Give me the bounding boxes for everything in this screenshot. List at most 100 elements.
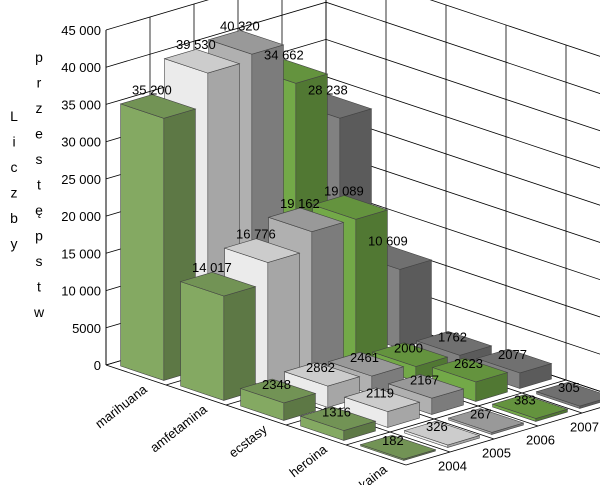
bar-top-face <box>179 271 257 297</box>
data-label: 34 662 <box>264 47 304 62</box>
category-label: heroina <box>286 441 330 480</box>
category-label: kokaina <box>345 461 390 485</box>
y-tick-label: 40 000 <box>61 60 101 75</box>
bar-side-face <box>311 221 344 375</box>
data-label: 2348 <box>262 377 291 392</box>
data-label: 2000 <box>394 341 423 356</box>
data-label: 10 609 <box>368 234 408 249</box>
y-tick-label: 35 000 <box>61 97 101 112</box>
bar-top-face <box>267 207 345 233</box>
data-label: 305 <box>558 380 580 395</box>
bar-front-face <box>120 103 165 381</box>
y-axis-label-char: s <box>36 151 43 167</box>
bar-top-face <box>415 331 493 356</box>
data-label: 2623 <box>454 356 483 371</box>
y-tick-label: 0 <box>94 358 101 373</box>
bar-top-face <box>359 434 437 460</box>
data-label: 28 238 <box>308 82 348 97</box>
category-label: amfetamina <box>147 401 210 455</box>
data-label: 1762 <box>438 329 467 344</box>
bar-top-face <box>163 48 241 74</box>
y-axis-label-char: w <box>33 304 45 320</box>
floor-grid-line <box>105 364 407 466</box>
bar-top-face <box>327 351 405 377</box>
y-tick-label: 30 000 <box>61 135 101 150</box>
bar-top-face <box>475 348 553 374</box>
horizontal-grid-line <box>105 0 600 57</box>
bar-kokaina-2008 <box>535 381 600 409</box>
data-label: 35 200 <box>132 82 172 97</box>
data-label: 16 776 <box>236 227 276 242</box>
bar-top-face <box>431 357 509 383</box>
bar-top-face <box>283 361 361 387</box>
bar-kokaina-2007 <box>491 394 569 422</box>
y-axis-label-char: t <box>37 279 41 295</box>
bar-side-face <box>223 286 256 401</box>
bar-top-face <box>207 30 285 55</box>
bar-top-face <box>535 381 600 407</box>
floor-grid-line <box>345 379 567 446</box>
series-label: 2005 <box>482 446 511 461</box>
horizontal-grid-line <box>105 1 600 94</box>
bar-heroina-2004 <box>299 406 377 441</box>
y-axis-label-char: e <box>35 126 43 142</box>
bar-top-face <box>223 238 301 263</box>
bar-side-face <box>267 252 300 388</box>
data-label: 1316 <box>322 405 351 420</box>
data-label: 39 530 <box>176 37 216 52</box>
bar-top-face <box>371 342 449 367</box>
bar-side-face <box>399 259 432 349</box>
y-axis-label-char: c <box>11 159 18 175</box>
bars <box>119 30 600 461</box>
y-axis-ticks: 0 5000 10 000 15 000 20 000 25 000 30 000 35 00… <box>61 23 101 373</box>
series-label: 2007 <box>570 420 599 435</box>
y-axis-label-char: i <box>12 134 15 150</box>
y-axis-label-char: p <box>35 228 43 244</box>
y-tick-label: 10 000 <box>61 284 101 299</box>
data-labels: 35 200 14 017 2348 1316 182 39 530 16 776 2862 2… <box>132 18 580 448</box>
data-label: 182 <box>382 433 404 448</box>
data-label: 267 <box>470 407 492 422</box>
y-axis-label-char: t <box>37 177 41 193</box>
bar-top-face <box>239 378 317 404</box>
bar-kokaina-2005 <box>403 420 481 448</box>
bar-top-face <box>387 374 465 399</box>
category-label: ecstasy <box>226 421 270 460</box>
y-axis-label-char: r <box>37 75 42 91</box>
y-axis-label-char: z <box>11 185 18 201</box>
category-label: marihuana <box>92 381 150 431</box>
bar-kokaina-2006 <box>447 408 525 435</box>
bar-top-face <box>119 94 197 119</box>
data-label: 383 <box>514 393 536 408</box>
floor-grid-line <box>405 407 600 466</box>
bar-ecstasy-2004 <box>239 378 317 421</box>
data-label: 2077 <box>498 347 527 362</box>
data-label: 14 017 <box>192 260 232 275</box>
bar-top-face <box>447 408 525 433</box>
data-label: 2461 <box>350 350 379 365</box>
y-tick-label: 45 000 <box>61 23 101 38</box>
bar-kokaina-2004 <box>359 434 437 461</box>
bar-top-face <box>491 394 569 419</box>
y-axis-label-char: L <box>10 108 18 124</box>
series-label: 2004 <box>438 459 467 474</box>
series-labels: 20042005200620072008 <box>438 420 599 474</box>
y-axis-label-char: b <box>10 210 18 226</box>
data-label: 2167 <box>410 372 439 387</box>
y-axis-label-char: y <box>11 236 18 252</box>
y-tick-label: 5000 <box>72 321 101 336</box>
y-tick-label: 15 000 <box>61 246 101 261</box>
data-label: 2119 <box>366 386 394 401</box>
data-label: 19 162 <box>280 196 320 211</box>
bar-top-face <box>403 420 481 446</box>
data-label: 40 320 <box>220 18 260 33</box>
y-axis-label-char: ę <box>35 202 43 218</box>
bar-top-face <box>311 195 389 220</box>
y-tick-label: 20 000 <box>61 209 101 224</box>
y-tick-label: 25 000 <box>61 172 101 187</box>
bar-front-face <box>180 281 225 401</box>
data-label: 2862 <box>306 360 335 375</box>
bar-side-face <box>579 399 600 409</box>
